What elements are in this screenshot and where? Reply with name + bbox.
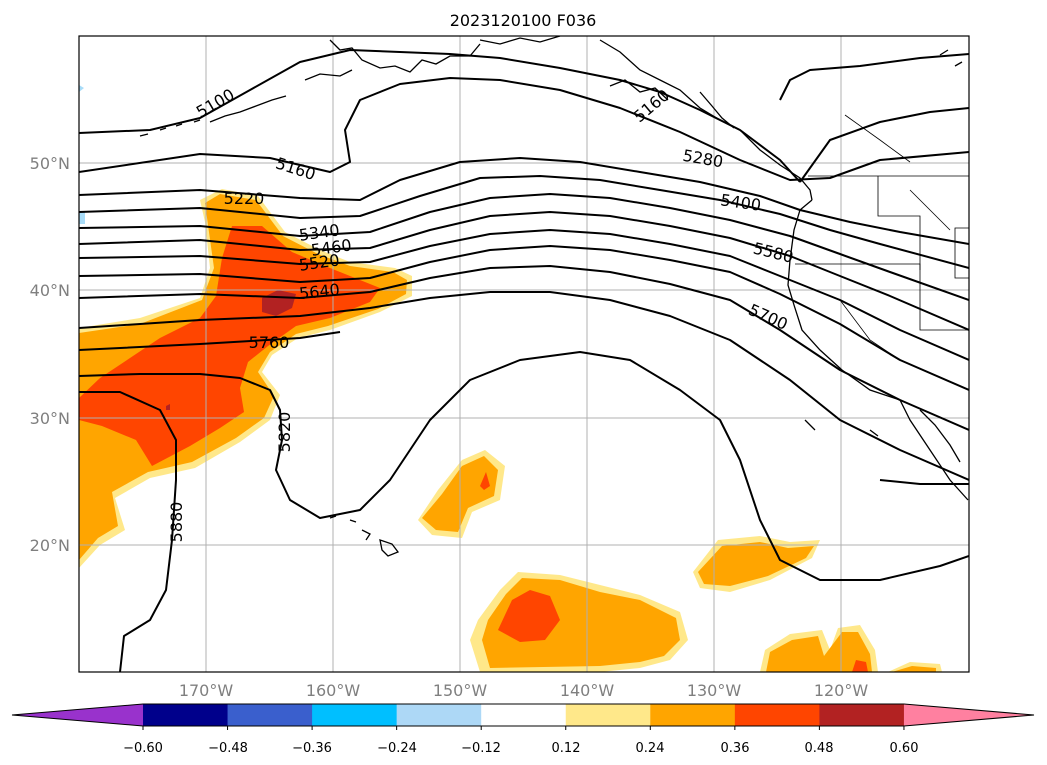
lon-label-120w: 120°W — [814, 681, 869, 700]
colorbar-segment — [312, 704, 398, 726]
colorbar-tick-label: −0.48 — [208, 741, 248, 756]
anomaly-fill-0-36 — [79, 226, 868, 672]
lon-label-150w: 150°W — [433, 681, 488, 700]
contour-label: 5760 — [249, 333, 290, 352]
colorbar-segment — [650, 704, 736, 726]
lon-label-140w: 140°W — [560, 681, 615, 700]
longitude-labels: 170°W 160°W 150°W 140°W 130°W 120°W — [179, 681, 869, 700]
colorbar-tick-label: 0.48 — [805, 741, 834, 756]
lon-label-170w: 170°W — [179, 681, 234, 700]
latitude-labels: 50°N 40°N 30°N 20°N — [30, 154, 70, 555]
colorbar-extend-high — [903, 704, 1034, 726]
colorbar-segment — [396, 704, 482, 726]
lat-label-30n: 30°N — [30, 409, 70, 428]
lat-label-20n: 20°N — [30, 536, 70, 555]
contour-label: 5820 — [275, 412, 294, 453]
colorbar-segment — [565, 704, 651, 726]
colorbar-segment — [481, 704, 567, 726]
colorbar-tick-label: 0.60 — [890, 741, 919, 756]
contour-label: 5220 — [224, 189, 265, 208]
colorbar-tick-labels: −0.60 −0.48 −0.36 −0.24 −0.12 0.12 0.24 … — [123, 741, 918, 756]
negative-anomaly-fill — [79, 85, 85, 224]
colorbar — [11, 703, 1035, 730]
colorbar-tick-label: 0.36 — [721, 741, 750, 756]
colorbar-segment — [734, 704, 820, 726]
colorbar-tick-label: −0.24 — [377, 741, 417, 756]
colorbar-tick-label: −0.60 — [123, 741, 163, 756]
colorbar-extend-low — [12, 704, 143, 726]
colorbar-segment — [143, 704, 229, 726]
contour-label: 5880 — [167, 502, 186, 543]
lat-label-40n: 40°N — [30, 281, 70, 300]
colorbar-tick-label: −0.12 — [461, 741, 501, 756]
map-frame — [78, 35, 970, 673]
colorbar-tick-label: 0.12 — [552, 741, 581, 756]
figure-title: 2023120100 F036 — [450, 11, 597, 30]
colorbar-tick-label: 0.24 — [636, 741, 665, 756]
colorbar-segment — [227, 704, 313, 726]
colorbar-tick-label: −0.36 — [292, 741, 332, 756]
height-contours — [79, 49, 969, 672]
lon-label-130w: 130°W — [687, 681, 742, 700]
colorbar-segment — [819, 704, 905, 726]
coastlines — [139, 36, 969, 557]
lon-label-160w: 160°W — [306, 681, 361, 700]
map-panel: 5100 5160 5160 5220 5280 5340 5400 5460 … — [79, 36, 969, 672]
contour-label: 5640 — [298, 280, 340, 303]
lat-label-50n: 50°N — [30, 154, 70, 173]
